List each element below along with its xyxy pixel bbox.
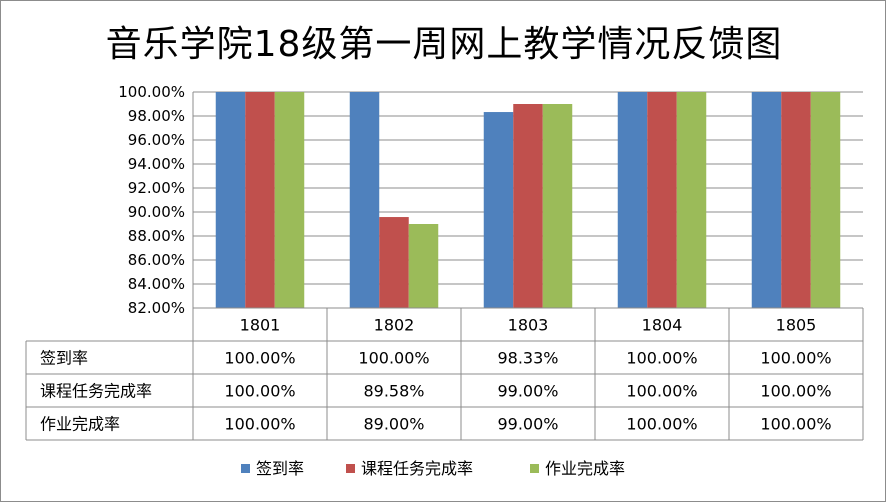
bar [542,104,573,308]
legend-label: 作业完成率 [545,459,625,478]
bar [215,92,246,308]
legend-swatch [530,464,539,473]
y-tick-label: 86.00% [128,251,185,269]
table-cell-value: 99.00% [497,415,558,434]
table-cell-value: 100.00% [760,415,831,434]
y-tick-label: 100.00% [118,83,185,101]
bar [379,217,409,308]
table-cell-value: 89.58% [363,382,424,401]
bar [408,224,439,308]
table-row-label: 课程任务完成率 [40,382,152,401]
category-label: 1802 [374,316,415,335]
y-tick-label: 82.00% [128,299,185,317]
y-tick-label: 84.00% [128,275,185,293]
category-label: 1805 [776,316,817,335]
chart-title: 音乐学院18级第一周网上教学情况反馈图 [105,24,783,65]
y-tick-label: 94.00% [128,155,185,173]
legend-swatch [346,464,355,473]
table-cell-value: 100.00% [224,382,295,401]
y-tick-label: 88.00% [128,227,185,245]
table-cell-value: 100.00% [626,349,697,368]
bar [781,92,811,308]
legend: 签到率 课程任务完成率 作业完成率 [241,459,625,478]
legend-swatch [241,464,250,473]
table-cell-value: 100.00% [760,382,831,401]
table-row-label: 签到率 [40,349,88,368]
legend-label: 签到率 [256,459,304,478]
bar [349,92,380,308]
table-cell-value: 100.00% [626,382,697,401]
table-row-label: 作业完成率 [40,415,120,434]
category-label: 1804 [642,316,683,335]
bar [647,92,677,308]
bar [810,92,841,308]
bar [483,112,514,308]
table-cell-value: 100.00% [760,349,831,368]
legend-label: 课程任务完成率 [361,459,473,478]
table-cell-value: 89.00% [363,415,424,434]
y-tick-label: 90.00% [128,203,185,221]
table-cell-value: 98.33% [497,349,558,368]
data-table: 1801 1802 1803 1804 1805 签到率 100.00% 100.00% 98.… [25,307,864,441]
bar [676,92,707,308]
table-cell-value: 100.00% [358,349,429,368]
y-tick-label: 96.00% [128,131,185,149]
y-axis-ticks: 82.00% 84.00% 86.00% 88.00% 90.00% 92.00% 94.0… [118,83,185,317]
table-cell-value: 100.00% [626,415,697,434]
category-label: 1801 [240,316,281,335]
bar [513,104,543,308]
table-cell-value: 100.00% [224,349,295,368]
table-cell-value: 99.00% [497,382,558,401]
y-tick-label: 98.00% [128,107,185,125]
table-cell-value: 100.00% [224,415,295,434]
bars [215,92,841,308]
bar [751,92,782,308]
y-tick-label: 92.00% [128,179,185,197]
bar [617,92,648,308]
category-label: 1803 [508,316,549,335]
bar [245,92,275,308]
bar [274,92,305,308]
